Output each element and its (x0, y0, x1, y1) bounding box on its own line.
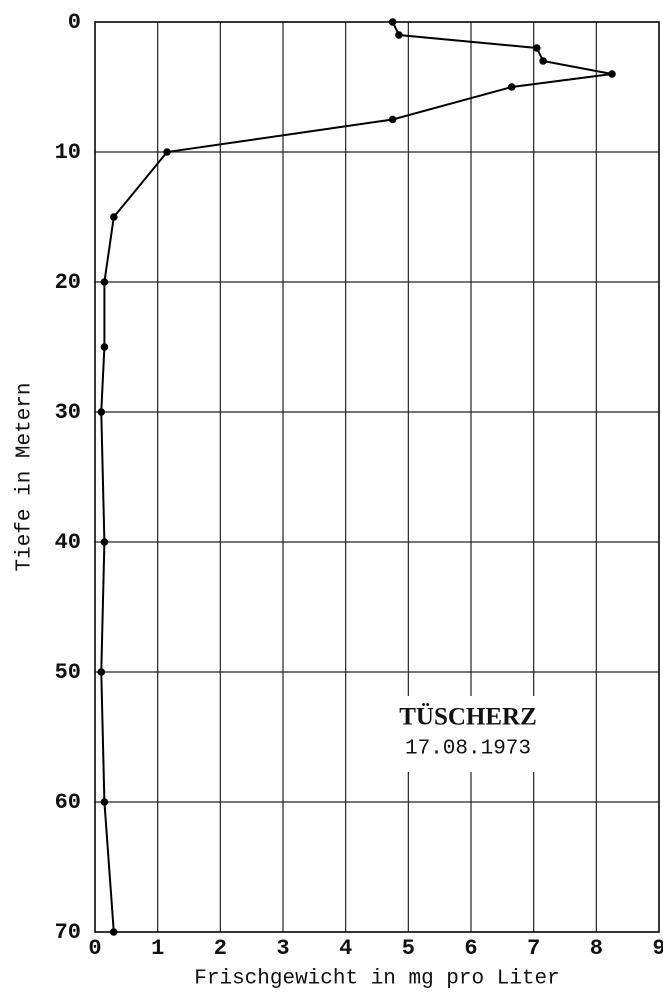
y-tick-label: 10 (55, 140, 81, 165)
y-tick-label: 60 (55, 790, 81, 815)
data-point (110, 928, 118, 936)
y-tick-label: 40 (55, 530, 81, 555)
x-tick-label: 7 (527, 936, 540, 961)
data-line (100, 21, 613, 933)
data-point (163, 148, 171, 156)
y-tick-label: 50 (55, 660, 81, 685)
x-tick-label: 2 (214, 936, 227, 961)
data-point (539, 57, 547, 65)
data-point (100, 343, 109, 351)
data-point (100, 798, 109, 806)
data-point (110, 213, 118, 221)
x-tick-label: 3 (276, 936, 289, 961)
data-point (608, 70, 616, 78)
plot-frame (94, 21, 660, 933)
x-tick-label: 8 (590, 936, 603, 961)
x-tick-label: 9 (652, 936, 663, 961)
data-point (97, 408, 106, 416)
data-point (100, 278, 109, 286)
annotation-title: TÜSCHERZ (399, 704, 537, 731)
data-point (388, 18, 397, 26)
data-point (100, 538, 109, 546)
annotation-box (372, 696, 562, 772)
data-point (395, 31, 403, 39)
y-tick-label: 70 (55, 920, 81, 945)
annotation-date: 17.08.1973 (405, 738, 531, 761)
x-axis-label: Frischgewicht in mg pro Liter (194, 968, 559, 991)
x-tick-label: 4 (339, 936, 352, 961)
data-point (97, 668, 106, 676)
data-point (533, 44, 541, 52)
y-tick-label: 0 (68, 10, 81, 35)
y-tick-label: 30 (55, 400, 81, 425)
x-tick-label: 6 (464, 936, 477, 961)
x-tick-label: 5 (402, 936, 415, 961)
data-point (388, 115, 397, 124)
y-axis-label: Tiefe in Metern (14, 382, 37, 571)
data-point (507, 83, 516, 91)
x-tick-label: 1 (151, 936, 164, 961)
x-tick-label: 0 (88, 936, 101, 961)
y-tick-label: 20 (55, 270, 81, 295)
